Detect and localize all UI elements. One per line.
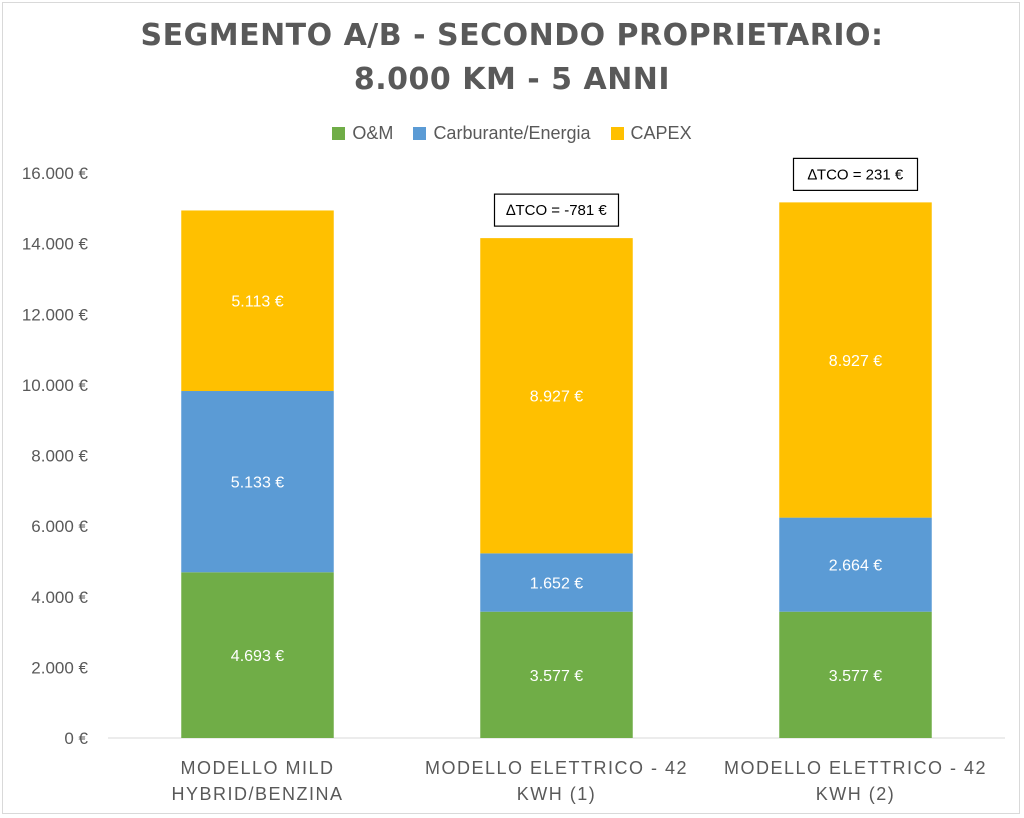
legend-item-carburante: Carburante/Energia xyxy=(413,122,591,144)
chart-legend: O&M Carburante/Energia CAPEX xyxy=(0,120,1024,146)
y-tick-label: 16.000 € xyxy=(22,164,89,183)
chart-title: SEGMENTO A/B - SECONDO PROPRIETARIO: 8.0… xyxy=(0,14,1024,102)
legend-item-capex: CAPEX xyxy=(610,122,692,144)
x-tick-label: MODELLO MILD xyxy=(180,758,334,778)
legend-swatch-capex xyxy=(610,126,624,140)
y-tick-label: 10.000 € xyxy=(22,376,89,395)
bar-segment xyxy=(779,202,932,518)
bar-segment xyxy=(181,572,334,738)
tco-annotation: ∆TCO = -781 € xyxy=(506,202,607,219)
chart-title-line-2: 8.000 KM - 5 ANNI xyxy=(353,62,671,97)
y-tick-label: 14.000 € xyxy=(22,235,89,254)
tco-annotation-box xyxy=(792,157,919,191)
tco-annotation: ∆TCO = 231 € xyxy=(808,166,904,183)
legend-label-capex: CAPEX xyxy=(630,122,692,143)
y-tick-label: 2.000 € xyxy=(31,658,88,677)
legend-label-carburante: Carburante/Energia xyxy=(433,122,591,143)
y-tick-label: 0 € xyxy=(64,729,88,748)
x-tick-label: MODELLO ELETTRICO - 42 xyxy=(724,758,987,778)
data-label: 1.652 € xyxy=(530,576,583,593)
data-label: 4.693 € xyxy=(231,648,284,665)
chart-title-line-1: SEGMENTO A/B - SECONDO PROPRIETARIO: xyxy=(140,18,884,53)
y-tick-label: 8.000 € xyxy=(31,447,88,466)
bar-segment xyxy=(480,238,633,554)
bar-segment xyxy=(779,517,932,612)
x-tick-label: MODELLO ELETTRICO - 42 xyxy=(425,758,688,778)
data-label: 8.927 € xyxy=(829,353,882,370)
data-label: 3.577 € xyxy=(829,668,882,685)
bar-segment xyxy=(480,611,633,738)
data-label: 3.577 € xyxy=(530,668,583,685)
bar-segment xyxy=(181,210,334,392)
tco-annotation-box xyxy=(493,193,620,227)
legend-item-om: O&M xyxy=(332,123,393,144)
data-label: 5.113 € xyxy=(231,294,283,311)
legend-label-om: O&M xyxy=(352,122,394,143)
data-label: 5.133 € xyxy=(231,475,284,492)
data-label: 2.664 € xyxy=(829,558,882,575)
data-label: 8.927 € xyxy=(530,389,583,406)
legend-swatch-carburante xyxy=(413,126,427,140)
y-tick-label: 12.000 € xyxy=(22,305,89,324)
y-tick-label: 4.000 € xyxy=(31,588,88,607)
bar-segment xyxy=(779,611,932,738)
bar-segment xyxy=(181,391,334,573)
bar-segment xyxy=(480,553,633,612)
y-tick-label: 6.000 € xyxy=(31,517,88,536)
x-tick-label: KWH (1) xyxy=(517,784,597,804)
legend-swatch-om xyxy=(332,126,346,140)
x-tick-label: HYBRID/BENZINA xyxy=(171,784,343,804)
x-tick-label: KWH (2) xyxy=(816,784,896,804)
